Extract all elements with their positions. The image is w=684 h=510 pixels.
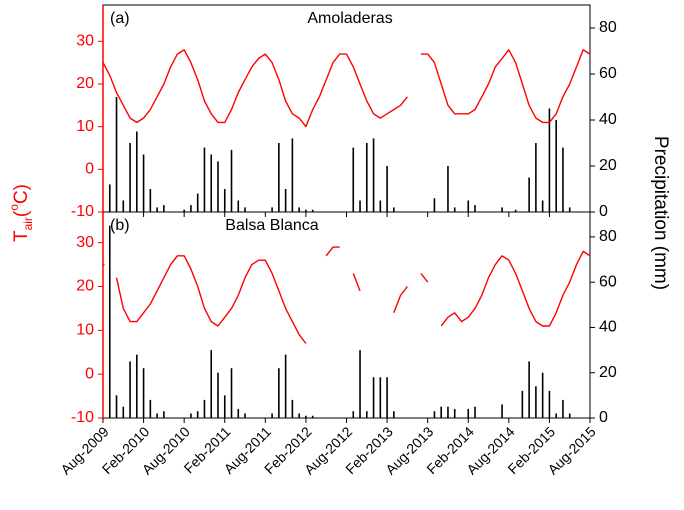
y2-tick-label: 80 bbox=[599, 228, 617, 245]
y-axis-label-part: C) bbox=[11, 184, 32, 204]
y2-tick-label: 20 bbox=[599, 364, 617, 381]
y-tick-label: 20 bbox=[76, 75, 94, 92]
y-axis-label-part: T bbox=[11, 230, 32, 242]
y-tick-label: 10 bbox=[76, 118, 94, 135]
temperature-line bbox=[102, 49, 591, 128]
y-tick-label: -10 bbox=[71, 203, 94, 220]
y-axis-label: Tair(oC) bbox=[7, 184, 35, 242]
y2-axis-label: Precipitation (mm) bbox=[650, 136, 671, 290]
y2-tick-label: 40 bbox=[599, 111, 617, 128]
y2-tick-label: 20 bbox=[599, 157, 617, 174]
y-tick-label: 30 bbox=[76, 32, 94, 49]
y2-tick-label: 40 bbox=[599, 319, 617, 336]
y-tick-label: 30 bbox=[76, 234, 94, 251]
plot-frame bbox=[102, 4, 591, 213]
y-tick-label: 20 bbox=[76, 278, 94, 295]
y-tick-label: 0 bbox=[85, 365, 94, 382]
y2-tick-label: 60 bbox=[599, 65, 617, 82]
y-axis-label-part: ( bbox=[11, 210, 32, 217]
panel-title: Balsa Blanca bbox=[225, 217, 318, 234]
y2-tick-label: 0 bbox=[599, 409, 608, 426]
panel-label: (b) bbox=[110, 217, 130, 234]
panel-title: Amoladeras bbox=[307, 10, 392, 27]
temperature-line bbox=[103, 246, 591, 344]
y-tick-label: 0 bbox=[85, 161, 94, 178]
plot-frame bbox=[102, 211, 591, 419]
y2-tick-label: 60 bbox=[599, 273, 617, 290]
y2-tick-label: 0 bbox=[599, 203, 608, 220]
y2-tick-label: 80 bbox=[599, 19, 617, 36]
y-tick-label: 10 bbox=[76, 322, 94, 339]
y-axis-label-part: air bbox=[21, 217, 35, 230]
panel-label: (a) bbox=[110, 10, 130, 27]
y-axis-label-part: o bbox=[7, 204, 21, 211]
y-tick-label: -10 bbox=[71, 409, 94, 426]
